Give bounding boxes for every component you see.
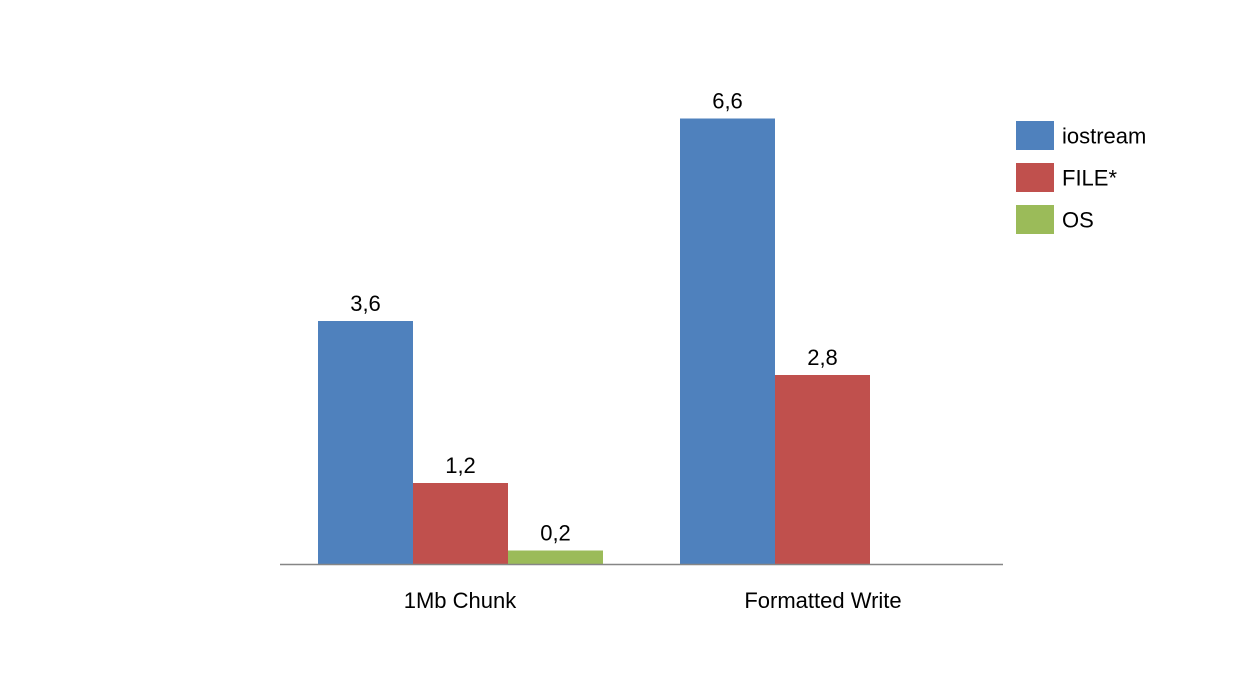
legend-label-file: FILE* bbox=[1062, 166, 1117, 191]
bar-file-formatted-write bbox=[775, 375, 870, 564]
legend-swatch-file bbox=[1016, 163, 1054, 192]
category-labels-group: 1Mb Chunk Formatted Write bbox=[404, 588, 902, 613]
bars-group bbox=[318, 118, 870, 564]
legend-label-os: OS bbox=[1062, 208, 1094, 233]
bar-iostream-formatted-write bbox=[680, 118, 775, 564]
bar-iostream-1mb-chunk bbox=[318, 321, 413, 564]
category-label-1mb-chunk: 1Mb Chunk bbox=[404, 588, 518, 613]
legend-swatch-os bbox=[1016, 205, 1054, 234]
data-label-iostream-formatted-write: 6,6 bbox=[712, 89, 743, 114]
legend-label-iostream: iostream bbox=[1062, 124, 1146, 149]
data-label-file-formatted-write: 2,8 bbox=[807, 345, 838, 370]
data-label-os-1mb-chunk: 0,2 bbox=[540, 521, 571, 546]
data-label-file-1mb-chunk: 1,2 bbox=[445, 453, 476, 478]
legend-swatch-iostream bbox=[1016, 121, 1054, 150]
bar-os-1mb-chunk bbox=[508, 550, 603, 564]
category-label-formatted-write: Formatted Write bbox=[744, 588, 901, 613]
legend: iostream FILE* OS bbox=[1016, 121, 1146, 234]
bar-file-1mb-chunk bbox=[413, 483, 508, 564]
data-label-iostream-1mb-chunk: 3,6 bbox=[350, 291, 381, 316]
data-labels-group: 3,6 1,2 0,2 6,6 2,8 bbox=[350, 89, 838, 546]
